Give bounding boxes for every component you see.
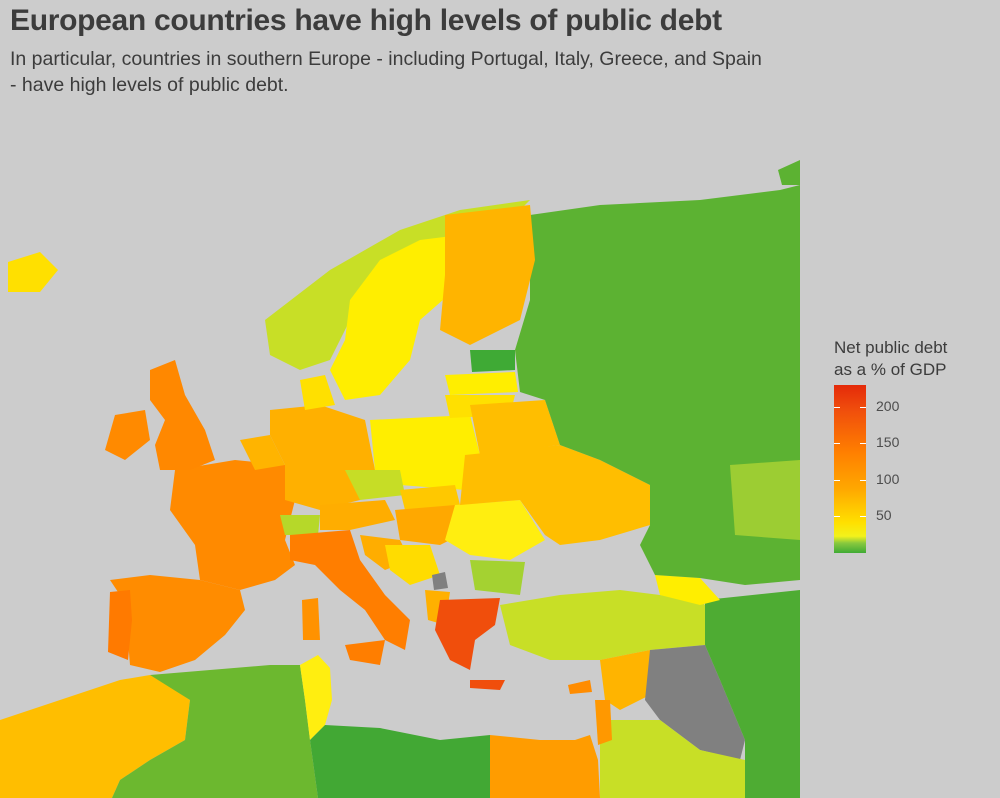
region-caucasus [655,575,720,605]
region-romania [445,500,545,560]
region-portugal [108,590,132,660]
region-uk [150,360,215,470]
region-turkey [500,590,720,660]
region-kazakhstan [730,460,800,540]
region-crete [470,680,505,690]
chart-subtitle: In particular, countries in southern Eur… [10,48,762,96]
region-jordan-saudi [600,720,745,798]
europe-map [0,100,810,798]
legend-ticks: 200 150 100 50 [834,385,994,553]
region-slovakia [400,485,460,510]
region-sweden [330,235,460,400]
region-syria [600,650,660,710]
region-denmark [300,375,335,410]
region-iran [705,590,800,798]
region-finland [440,205,535,345]
region-germany [270,405,375,510]
region-algeria [112,665,318,798]
region-ireland [105,410,150,460]
legend-tick-label: 100 [876,470,900,487]
region-cyprus [568,680,592,694]
region-bosnia-serbia [385,545,440,585]
region-austria [320,500,395,530]
region-france [170,460,295,590]
region-morocco [0,675,190,798]
region-norway [265,200,530,370]
legend-tick-label: 150 [876,434,900,451]
region-belarus [470,400,560,455]
region-iraq [645,645,745,760]
region-lebanon-israel [595,700,612,745]
region-iceland [8,252,58,292]
region-czechia [345,470,405,500]
region-sardinia [302,598,320,640]
region-sicily [345,640,385,665]
legend: Net public debt as a % of GDP 200 150 100 5… [834,337,1000,553]
region-estonia [470,350,515,372]
legend-tick-label: 200 [876,397,900,414]
region-ukraine [460,445,650,545]
region-svalbard [778,160,800,185]
region-libya [310,725,490,798]
region-spain [110,575,245,672]
region-kosovo [432,572,448,590]
region-bulgaria [470,560,525,595]
region-tunisia [300,655,332,740]
region-italy [290,530,410,650]
legend-tick-label: 50 [876,507,892,524]
region-belgium-netherlands [240,435,285,470]
region-switzerland [280,515,320,535]
region-russia [515,185,800,585]
legend-color-bar [834,385,866,553]
region-egypt [490,735,600,798]
legend-title: Net public debt as a % of GDP [834,338,948,379]
region-greece [435,598,500,670]
region-latvia [445,372,518,395]
chart-title: European countries have high levels of p… [10,4,722,37]
